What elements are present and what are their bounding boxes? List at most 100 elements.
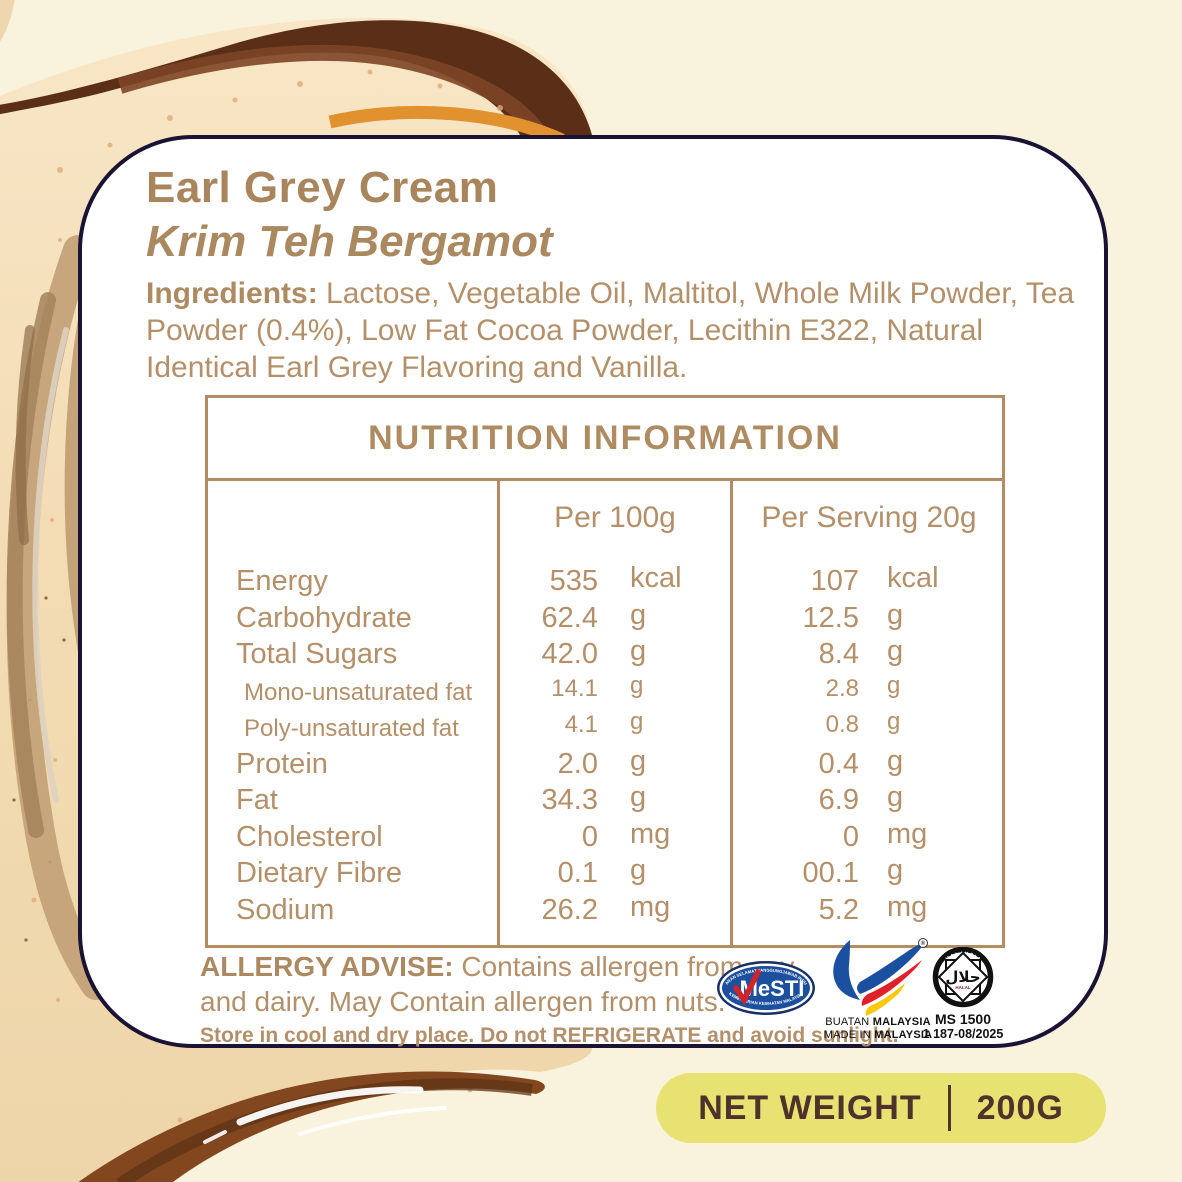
unit-per-serving: g (887, 708, 901, 735)
nutrition-row: Cholesterol 0 mg 0 mg (208, 817, 1005, 858)
nutrition-row: Energy 535 kcal 107 kcal (208, 562, 1002, 602)
nutrient-label: Protein (236, 747, 328, 780)
unit-per-100g: g (630, 671, 644, 699)
per-serving-value: 12.5 g (733, 598, 1005, 635)
bread-top-crust (0, 20, 592, 135)
unit-per-serving: g (887, 598, 904, 631)
storage-instructions: Store in cool and dry place. Do not REFR… (200, 1024, 899, 1047)
nutrition-row: Dietary Fibre 0.1 g 00.1 g (208, 854, 1002, 894)
per-serving-value: 0.8 g (733, 708, 1005, 739)
value-per-serving: 107 (810, 565, 859, 597)
value-per-100g: 34.3 (541, 784, 598, 816)
nutrient-label: Fat (236, 784, 278, 816)
per-serving-value: 5.2 mg (733, 890, 1005, 927)
value-per-serving: 6.9 (818, 784, 859, 816)
unit-per-serving: mg (887, 890, 928, 923)
nutrition-row: Protein 2.0 g 0.4 g (208, 744, 1005, 785)
ingredients-label: Ingredients: (146, 277, 318, 310)
swoosh-red-band (861, 960, 922, 1006)
nutrition-row: Carbohydrate 62.4 g 12.5 g (208, 598, 1005, 639)
swoosh-blue-band (857, 942, 925, 994)
made-in-malaysia-captions: BUATAN MALAYSIA MADE IN MALAYSIA (798, 1016, 958, 1042)
value-per-100g: 4.1 (564, 711, 598, 738)
net-weight-divider (947, 1085, 951, 1131)
buatan-caption: BUATAN (825, 1016, 873, 1028)
per-100g-value: 0.1 g (500, 854, 727, 890)
per-100g-value: 42.0 g (500, 635, 727, 671)
halal-captions: MS 1500 1 187-08/2025 (903, 1011, 1023, 1041)
net-weight-value: 200G (976, 1088, 1064, 1127)
unit-per-serving: g (887, 744, 904, 777)
per-serving-value: 0 mg (733, 817, 1005, 854)
nutrition-table-body: Per 100g Per Serving 20g Energy 535 kcal… (208, 481, 1002, 948)
value-per-serving: 2.8 (825, 674, 859, 702)
allergy-advise-block: ALLERGY ADVISE: Contains allergen from s… (200, 949, 920, 1048)
label-card: Earl Grey Cream Krim Teh Bergamot Ingred… (78, 135, 1108, 1048)
per-serving-value: 6.9 g (733, 781, 1005, 817)
per-100g-value: 535 kcal (500, 562, 727, 598)
corner-bread-sliver (0, 0, 15, 42)
registered-mark: ® (921, 940, 926, 947)
nutrition-row: Total Sugars 42.0 g 8.4 g (208, 635, 1002, 675)
halal-word: HALAL (955, 985, 970, 990)
per-100g-value: 2.0 g (500, 744, 727, 781)
value-per-100g: 0.1 (557, 857, 598, 889)
halal-arabic-text: حلال (945, 969, 980, 986)
unit-per-serving: g (887, 671, 901, 699)
crust-inner-band (117, 44, 547, 139)
nutrition-row: Poly-unsaturated fat 4.1 g 0.8 g (208, 708, 1005, 748)
nutrient-label: Total Sugars (236, 638, 398, 670)
nutrition-row: Mono-unsaturated fat 14.1 g 2.8 g (208, 671, 1002, 712)
allergy-advise-text: ALLERGY ADVISE: Contains allergen from s… (200, 949, 920, 1019)
nutrient-label: Cholesterol (236, 820, 383, 853)
nutrition-table-title: NUTRITION INFORMATION (208, 398, 1002, 481)
crust-orange-lip (328, 105, 565, 146)
unit-per-100g: g (630, 708, 644, 735)
nutrient-label: Carbohydrate (236, 601, 412, 634)
per-100g-value: 26.2 mg (500, 890, 727, 927)
nutrient-label: Dietary Fibre (236, 857, 402, 889)
per-100g-value: 4.1 g (500, 708, 727, 739)
value-per-100g: 2.0 (557, 747, 598, 780)
value-per-serving: 8.4 (818, 638, 859, 670)
value-per-serving: 0.8 (825, 711, 859, 738)
unit-per-serving: g (887, 635, 904, 667)
unit-per-serving: kcal (887, 562, 939, 594)
unit-per-100g: g (630, 744, 647, 777)
nutrition-row: Fat 34.3 g 6.9 g (208, 781, 1005, 821)
unit-per-100g: kcal (630, 562, 682, 594)
value-per-serving: 5.2 (818, 893, 859, 926)
product-name-english: Earl Grey Cream (146, 163, 499, 212)
value-per-100g: 14.1 (551, 674, 598, 702)
table-divider-1 (497, 481, 500, 948)
column-header-per-100g: Per 100g (554, 501, 676, 534)
halal-star-icon (937, 951, 989, 1003)
allergy-advise-label: ALLERGY ADVISE: (200, 951, 454, 982)
mesti-logo: MAKANAN SELAMAT TANGGUNGJAWAB INDUSTRI K… (716, 960, 815, 1015)
unit-per-100g: mg (630, 890, 671, 923)
halal-logo: M A L A Y S I A مليسيا حلال HALAL (932, 947, 994, 1008)
buatan-caption-bold: MALAYSIA (872, 1016, 931, 1028)
ingredients-text: Lactose, Vegetable Oil, Maltitol, Whole … (146, 277, 1075, 384)
value-per-100g: 62.4 (541, 601, 598, 634)
nutrition-row: Sodium 26.2 mg 5.2 mg (208, 890, 1005, 931)
nutrient-label: Mono-unsaturated fat (244, 678, 473, 706)
registered-mark-circle (918, 938, 928, 948)
nutrient-label: Poly-unsaturated fat (244, 715, 459, 742)
per-100g-value: 14.1 g (500, 671, 727, 703)
unit-per-100g: g (630, 854, 647, 886)
halal-cert-number: 1 187-08/2025 (922, 1027, 1004, 1041)
table-divider-2 (730, 481, 733, 948)
unit-per-serving: mg (887, 817, 928, 850)
per-100g-value: 0 mg (500, 818, 727, 854)
mesti-checkmark-icon (733, 969, 761, 1006)
unit-per-100g: g (630, 635, 647, 667)
nutrition-table: NUTRITION INFORMATION Per 100g Per Servi… (205, 395, 1005, 948)
value-per-serving: 12.5 (802, 601, 859, 634)
bread-bottom-crust (78, 1071, 545, 1182)
per-serving-value: 0.4 g (733, 744, 1005, 781)
halal-standard: MS 1500 (934, 1011, 992, 1027)
product-name-malay: Krim Teh Bergamot (146, 217, 553, 266)
column-header-per-serving: Per Serving 20g (761, 501, 977, 534)
allergy-line2: and dairy. May Contain allergen from nut… (200, 986, 726, 1017)
